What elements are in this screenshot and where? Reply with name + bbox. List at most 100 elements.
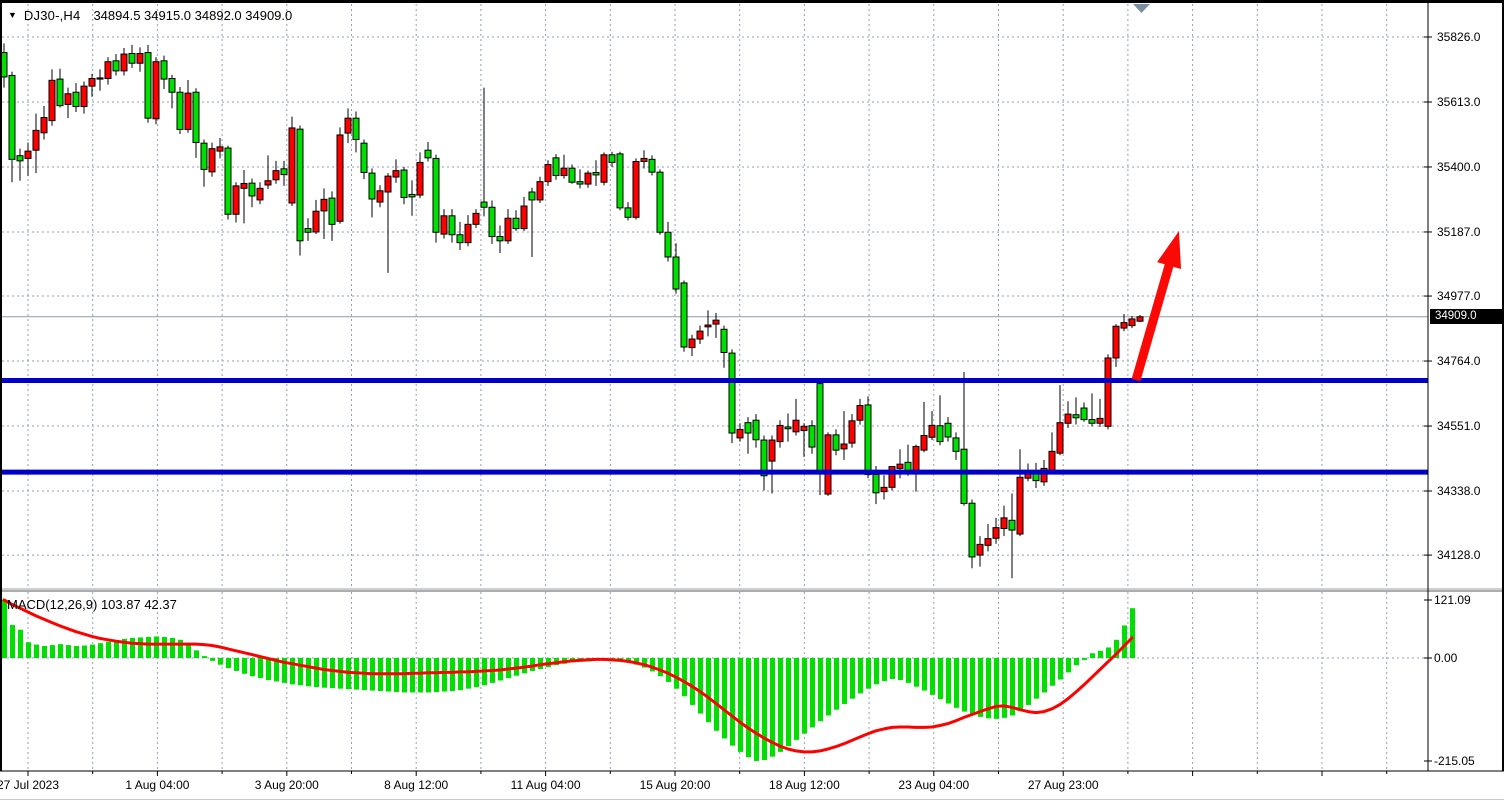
macd-bar [970, 658, 975, 715]
time-tick-label: 1 Aug 04:00 [125, 778, 190, 792]
macd-bar [154, 636, 159, 658]
macd-bar [202, 656, 207, 658]
candle-bear [304, 228, 312, 233]
candle-bear [760, 439, 768, 477]
macd-indicator-label: MACD(12,26,9) 103.87 42.37 [7, 597, 177, 612]
candle-bear [224, 147, 232, 215]
candle-bull [1040, 467, 1048, 483]
macd-bar [130, 637, 135, 658]
candlesticks[interactable] [0, 43, 1144, 579]
candle-bear [56, 78, 64, 107]
candle-bull [208, 148, 216, 173]
macd-bar [946, 658, 951, 704]
macd-bar [1042, 658, 1047, 693]
candle-bear [608, 154, 616, 163]
macd-bar [818, 658, 823, 722]
candle-bear [664, 231, 672, 258]
candle-bull [920, 434, 928, 451]
macd-bar [810, 658, 815, 728]
macd-bar [898, 658, 903, 681]
candle-bear [616, 153, 624, 209]
macd-bar [322, 658, 327, 688]
window-left-border [0, 0, 2, 771]
macd-bar [682, 658, 687, 697]
candle-bear [144, 52, 152, 119]
macd-bar [1098, 650, 1103, 658]
candle-bear [808, 425, 816, 448]
chart-title: ▼ DJ30-,H4 34894.5 34915.0 34892.0 34909… [8, 8, 292, 23]
macd-bar [658, 658, 663, 677]
macd-bar [1090, 653, 1095, 658]
candle-bear [400, 169, 408, 198]
time-tick-label: 3 Aug 20:00 [254, 778, 319, 792]
macd-bar [1082, 658, 1087, 660]
resistance-level-badge[interactable]: 34700.0 [1435, 374, 1477, 386]
symbol-dropdown-icon[interactable]: ▼ [8, 9, 17, 20]
macd-bar [842, 658, 847, 704]
macd-bar [922, 658, 927, 691]
candle-bull [440, 215, 448, 235]
price-tick-label: 34977.0 [1437, 289, 1481, 304]
trend-arrow-head[interactable] [1157, 231, 1182, 270]
macd-bar [194, 650, 199, 658]
candle-bear [528, 191, 536, 201]
candle-bear [864, 404, 872, 476]
candle-bull [96, 77, 104, 80]
current-price-badge: 34909.0 [1430, 309, 1502, 324]
time-tick-label: 15 Aug 20:00 [639, 778, 711, 792]
candle-bull [696, 330, 704, 340]
macd-bar [1122, 625, 1127, 658]
trend-arrow-shaft[interactable] [1131, 258, 1176, 382]
candle-bull [536, 181, 544, 201]
candle-bull [392, 170, 400, 178]
candle-bull [216, 146, 224, 152]
window-right-border [1502, 0, 1504, 771]
candle-bear [816, 383, 824, 473]
macd-bar [786, 658, 791, 747]
macd-bar [442, 658, 447, 692]
symbol-period-label: DJ30-,H4 [23, 8, 81, 23]
candle-bull [384, 175, 392, 193]
candle-bear [872, 474, 880, 494]
candle-bull [88, 77, 96, 87]
macd-bar [722, 658, 727, 739]
macd-bar [634, 658, 639, 665]
macd-scale-label: 121.09 [1434, 593, 1471, 607]
macd-bar [426, 658, 431, 693]
macd-bar [66, 645, 71, 658]
candle-bull [120, 53, 128, 72]
macd-bar [930, 658, 935, 695]
candle-bull [1048, 450, 1056, 472]
candle-bear [8, 74, 16, 160]
macd-signal-line [2, 598, 1134, 754]
candle-bull [472, 212, 480, 225]
macd-bar [34, 644, 39, 658]
candle-bear [656, 171, 664, 233]
support-level-badge[interactable]: 34400.0 [1435, 465, 1477, 477]
macd-bar [282, 658, 287, 683]
candle-bull [264, 180, 272, 186]
macd-bar [1034, 658, 1039, 699]
macd-bar [530, 658, 535, 671]
candle-bull [984, 538, 992, 546]
candle-bear [128, 52, 136, 64]
candle-bear [680, 282, 688, 348]
macd-bar [938, 658, 943, 700]
candle-bear [592, 171, 600, 176]
candle-bull [312, 210, 320, 233]
candle-bear [968, 502, 976, 558]
candle-bull [232, 185, 240, 215]
macd-bar [242, 658, 247, 674]
candle-bear [496, 236, 504, 242]
candle-bull [80, 85, 88, 108]
macd-bar [234, 658, 239, 671]
candle-bear [576, 181, 584, 185]
candle-bear [168, 77, 176, 93]
macd-bar [834, 658, 839, 710]
candle-bull [560, 167, 568, 177]
candle-bull [1104, 357, 1112, 427]
candle-bear [448, 215, 456, 236]
candle-bear [368, 172, 376, 200]
candle-bear [352, 117, 360, 141]
